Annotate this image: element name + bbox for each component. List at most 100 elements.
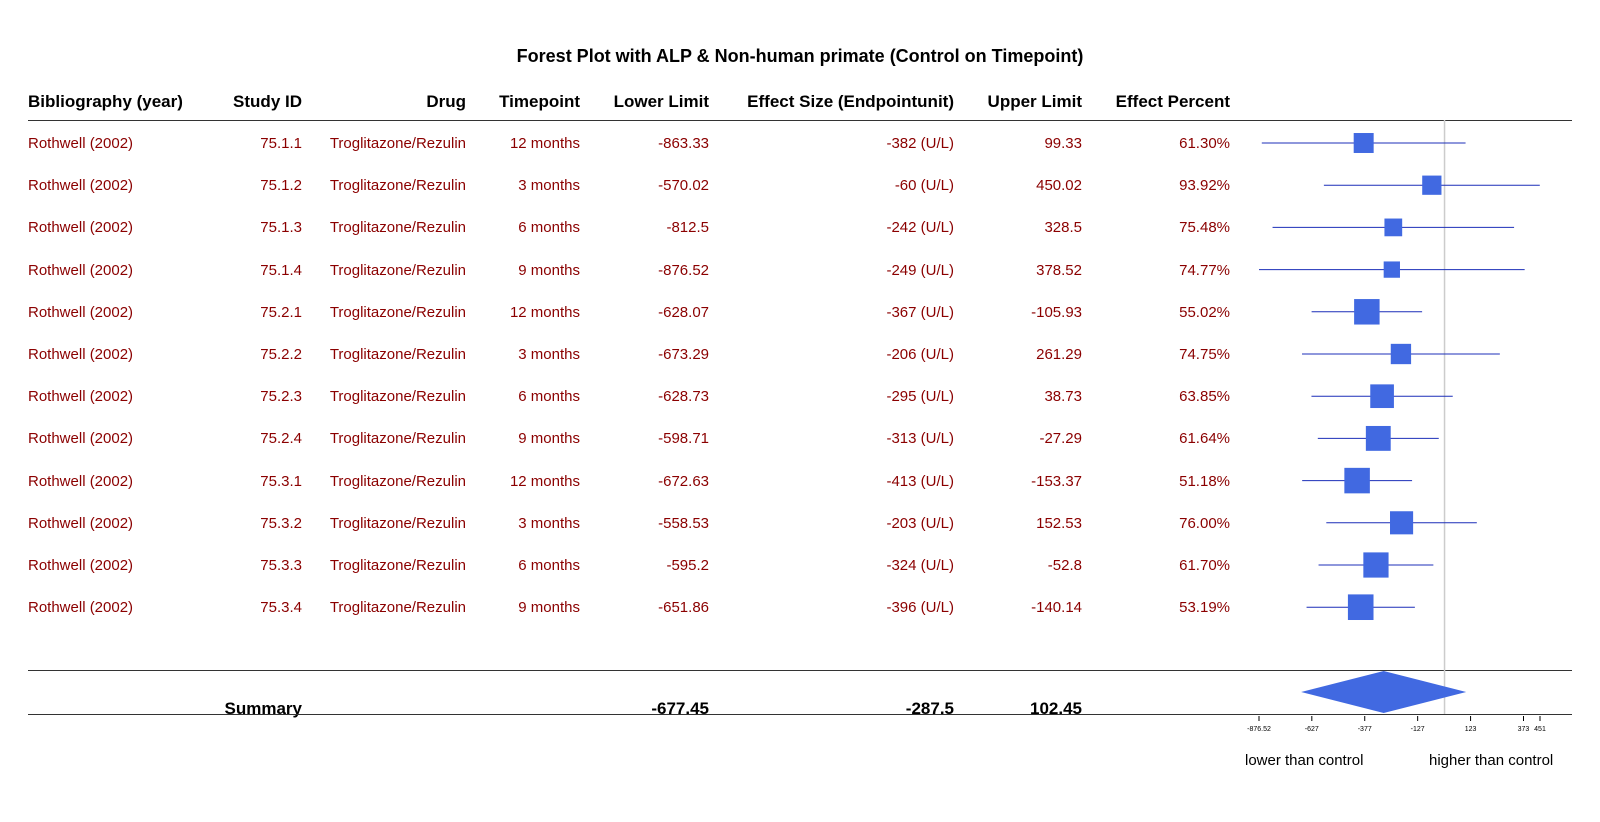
cell-study-id: 75.3.1 [260, 472, 302, 490]
cell-study-id: 75.3.4 [260, 599, 302, 617]
cell-lower-limit: -558.53 [658, 514, 709, 532]
cell-study-id: 75.3.3 [260, 557, 302, 574]
cell-lower-limit: -812.5 [666, 219, 709, 237]
cell-effect-size: -249 (U/L) [886, 261, 954, 279]
cell-effect-percent: 75.48% [1179, 219, 1230, 237]
effect-marker [1370, 384, 1394, 409]
cell-timepoint: 3 months [518, 346, 580, 363]
cell-effect-percent: 61.70% [1179, 557, 1230, 574]
summary-divider-bottom [28, 714, 1572, 715]
cell-upper-limit: -153.37 [1031, 472, 1082, 490]
cell-timepoint: 9 months [518, 261, 580, 279]
cell-drug: Troglitazone/Rezulin [329, 430, 466, 448]
cell-study-id: 75.1.4 [260, 261, 302, 279]
cell-effect-percent: 74.77% [1179, 261, 1230, 279]
axis-tick-label: -627 [1305, 726, 1319, 733]
cell-effect-percent: 55.02% [1179, 303, 1230, 321]
axis-tick-label: 123 [1465, 726, 1477, 733]
cell-timepoint: 3 months [518, 514, 580, 532]
cell-bibliography: Rothwell (2002) [28, 557, 134, 574]
effect-marker [1383, 261, 1400, 278]
cell-study-id: 75.1.1 [260, 135, 302, 152]
cell-drug: Troglitazone/Rezulin [329, 219, 466, 237]
axis-tick-label: -876.52 [1247, 726, 1271, 733]
effect-marker [1344, 467, 1370, 494]
header-effect-size: Effect Size (Endpointunit) [747, 92, 954, 111]
cell-effect-percent: 61.30% [1179, 135, 1230, 152]
cell-drug: Troglitazone/Rezulin [329, 388, 466, 406]
cell-bibliography: Rothwell (2002) [28, 472, 134, 490]
cell-timepoint: 6 months [518, 388, 580, 406]
cell-effect-size: -242 (U/L) [886, 219, 954, 237]
cell-timepoint: 9 months [518, 430, 580, 448]
cell-effect-percent: 53.19% [1179, 599, 1230, 617]
cell-study-id: 75.2.3 [260, 388, 302, 406]
cell-bibliography: Rothwell (2002) [28, 177, 134, 195]
cell-lower-limit: -673.29 [658, 346, 709, 363]
cell-upper-limit: -105.93 [1031, 303, 1082, 321]
cell-drug: Troglitazone/Rezulin [329, 177, 466, 195]
cell-bibliography: Rothwell (2002) [28, 514, 134, 532]
cell-bibliography: Rothwell (2002) [28, 430, 134, 448]
cell-study-id: 75.1.3 [260, 219, 302, 237]
effect-marker [1354, 299, 1380, 325]
cell-effect-percent: 93.92% [1179, 177, 1230, 195]
cell-upper-limit: 378.52 [1036, 261, 1082, 279]
cell-effect-size: -203 (U/L) [886, 514, 954, 532]
cell-drug: Troglitazone/Rezulin [329, 135, 466, 152]
effect-marker [1390, 511, 1414, 535]
cell-upper-limit: 99.33 [1044, 135, 1082, 152]
cell-upper-limit: -52.8 [1047, 557, 1082, 574]
cell-timepoint: 12 months [509, 135, 580, 152]
cell-upper-limit: 38.73 [1044, 388, 1082, 406]
cell-timepoint: 9 months [518, 599, 580, 617]
header-timepoint: Timepoint [499, 92, 580, 111]
cell-drug: Troglitazone/Rezulin [329, 557, 466, 574]
cell-effect-size: -206 (U/L) [886, 346, 954, 363]
cell-lower-limit: -628.07 [658, 303, 709, 321]
cell-effect-percent: 76.00% [1179, 514, 1230, 532]
cell-drug: Troglitazone/Rezulin [329, 261, 466, 279]
header-divider [28, 120, 1572, 121]
axis-tick-label: -127 [1411, 726, 1425, 733]
cell-bibliography: Rothwell (2002) [28, 303, 134, 321]
cell-upper-limit: 261.29 [1036, 346, 1082, 363]
summary-lower: -677.45 [651, 699, 709, 718]
cell-effect-percent: 63.85% [1179, 388, 1230, 406]
cell-effect-size: -367 (U/L) [886, 303, 954, 321]
cell-lower-limit: -595.2 [666, 557, 709, 574]
cell-bibliography: Rothwell (2002) [28, 261, 134, 279]
effect-marker [1353, 133, 1374, 153]
cell-upper-limit: 152.53 [1036, 514, 1082, 532]
summary-effect: -287.5 [905, 699, 954, 718]
cell-effect-size: -313 (U/L) [886, 430, 954, 448]
axis-tick-label: 373 [1518, 726, 1530, 733]
cell-timepoint: 12 months [509, 472, 580, 490]
cell-bibliography: Rothwell (2002) [28, 219, 134, 237]
cell-study-id: 75.3.2 [260, 514, 302, 532]
cell-study-id: 75.2.4 [260, 430, 302, 448]
cell-effect-percent: 61.64% [1179, 430, 1230, 448]
header-lower-limit: Lower Limit [613, 92, 709, 111]
summary-divider-top [28, 670, 1572, 671]
header-bibliography: Bibliography (year) [28, 92, 183, 111]
cell-effect-size: -413 (U/L) [886, 472, 954, 490]
cell-timepoint: 12 months [509, 303, 580, 321]
effect-marker [1363, 552, 1389, 578]
cell-study-id: 75.2.2 [260, 346, 302, 363]
header-drug: Drug [426, 92, 466, 111]
cell-lower-limit: -651.86 [658, 599, 709, 617]
cell-timepoint: 3 months [518, 177, 580, 195]
axis-tick-label: 451 [1534, 726, 1546, 733]
direction-label-higher: higher than control [1429, 752, 1554, 769]
cell-effect-size: -382 (U/L) [886, 135, 954, 152]
cell-bibliography: Rothwell (2002) [28, 346, 134, 363]
cell-effect-size: -295 (U/L) [886, 388, 954, 406]
cell-upper-limit: 450.02 [1036, 177, 1082, 195]
cell-effect-percent: 74.75% [1179, 346, 1230, 363]
header-effect-percent: Effect Percent [1115, 92, 1230, 111]
cell-upper-limit: 328.5 [1044, 219, 1082, 237]
cell-drug: Troglitazone/Rezulin [329, 599, 466, 617]
summary-diamond [1301, 671, 1467, 713]
